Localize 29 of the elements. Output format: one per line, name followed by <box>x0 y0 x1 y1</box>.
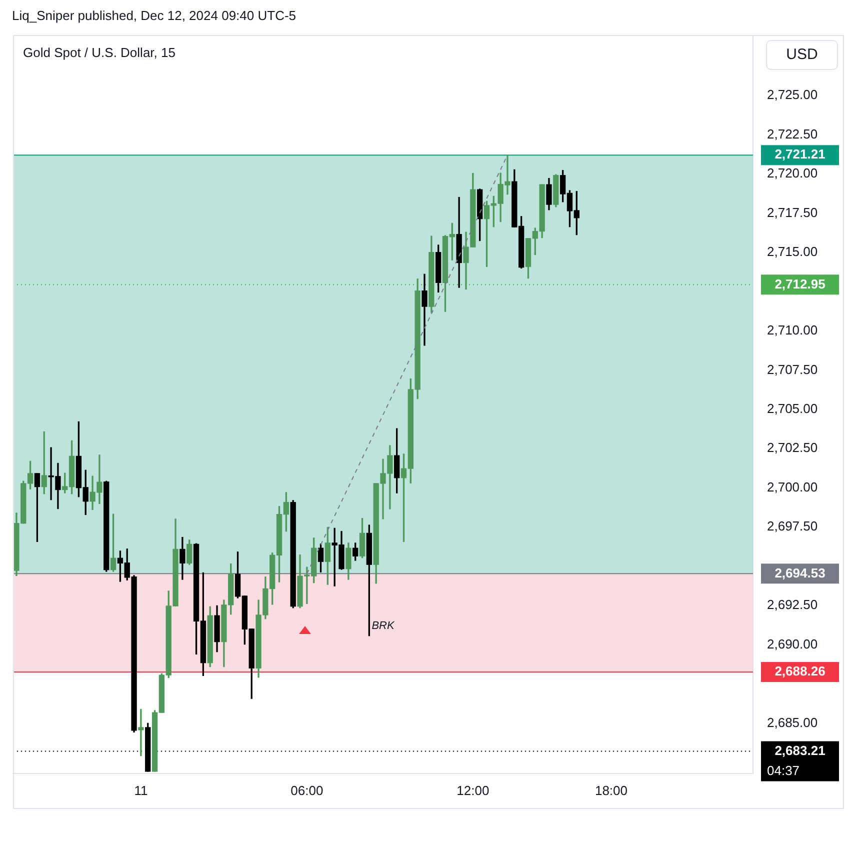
y-tick-label: 2,700.00 <box>767 479 818 494</box>
y-tick-label: 2,690.00 <box>767 636 818 652</box>
y-tick-label: 2,715.00 <box>767 244 818 260</box>
candlestick <box>138 708 144 756</box>
y-tick-label: 2,710.00 <box>767 322 818 338</box>
y-tick-label: 2,725.00 <box>767 87 818 102</box>
ref-line-label: 2,712.95 <box>774 276 826 292</box>
ref-line-label: 2,694.53 <box>774 565 826 580</box>
text: Gold Spot / U.S. Dollar, 15 <box>23 45 176 60</box>
y-tick-label: 2,702.50 <box>767 440 818 456</box>
ref-line-label: 2,688.26 <box>774 664 826 679</box>
ref-line-label: 2,683.21 04:37 <box>767 742 826 778</box>
x-tick-label: 12:00 <box>456 782 490 798</box>
y-tick-label: 2,707.50 <box>767 362 818 377</box>
y-tick-label: 2,685.00 <box>767 714 818 730</box>
annotation: BRK <box>372 620 395 632</box>
y-tick-label: 2,722.50 <box>767 126 818 142</box>
y-tick-label: 2,705.00 <box>767 400 818 416</box>
ref-line-label: 2,721.21 <box>774 146 826 162</box>
x-tick-label: 06:00 <box>290 782 324 798</box>
y-tick-label: 2,720.00 <box>767 166 818 181</box>
x-tick-label: 11 <box>134 782 148 798</box>
y-tick-label: 2,692.50 <box>767 597 818 612</box>
candlestick <box>422 274 428 346</box>
y-axis-title: USD <box>766 40 838 70</box>
y-tick-label: 2,717.50 <box>767 204 818 220</box>
x-tick-label: 18:00 <box>594 782 628 798</box>
y-tick-label: 2,697.50 <box>767 518 818 534</box>
chart-subtitle: Liq_Sniper published, Dec 12, 2024 09:40 UTC-5 <box>12 8 296 23</box>
